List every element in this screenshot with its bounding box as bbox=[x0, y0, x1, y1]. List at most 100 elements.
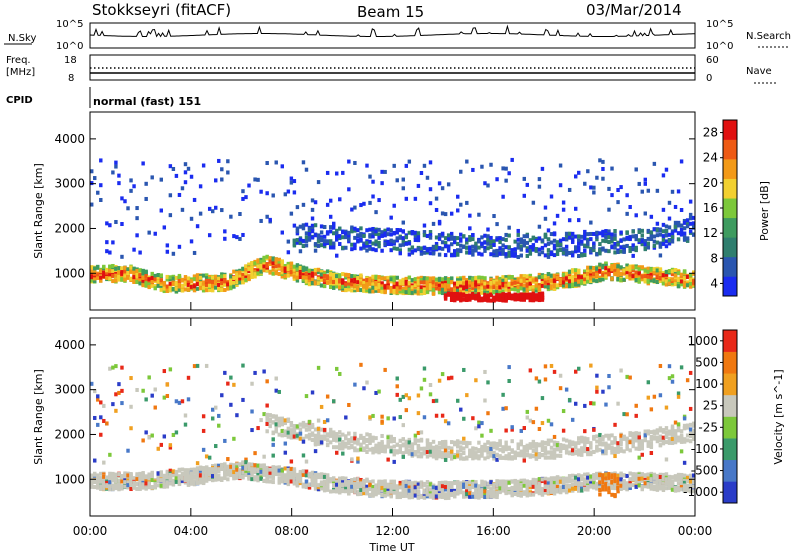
data-cell bbox=[646, 188, 651, 193]
data-cell bbox=[132, 484, 136, 489]
data-cell bbox=[96, 265, 100, 270]
data-cell bbox=[395, 376, 399, 381]
data-cell bbox=[404, 489, 409, 494]
data-cell bbox=[286, 264, 291, 269]
data-cell bbox=[425, 276, 430, 281]
data-cell bbox=[616, 264, 620, 269]
data-cell bbox=[586, 265, 590, 270]
data-cell bbox=[443, 236, 448, 241]
data-cell bbox=[368, 244, 372, 249]
data-cell bbox=[362, 280, 366, 285]
data-cell bbox=[673, 228, 678, 233]
data-cell bbox=[567, 284, 572, 289]
data-cell bbox=[377, 198, 381, 203]
data-cell bbox=[504, 287, 508, 292]
data-cell bbox=[286, 482, 291, 487]
data-cell bbox=[135, 387, 139, 392]
data-cell bbox=[328, 430, 333, 435]
data-cell bbox=[141, 477, 145, 482]
data-cell bbox=[117, 382, 121, 387]
data-cell bbox=[404, 449, 409, 454]
data-cell bbox=[474, 291, 478, 296]
data-cell bbox=[322, 474, 327, 479]
data-cell bbox=[564, 244, 569, 249]
data-cell bbox=[365, 444, 369, 449]
data-cell bbox=[583, 280, 587, 285]
data-cell bbox=[679, 228, 684, 233]
data-cell bbox=[220, 281, 224, 286]
data-cell bbox=[322, 278, 327, 283]
data-cell bbox=[117, 481, 121, 486]
data-cell bbox=[395, 487, 399, 492]
data-cell bbox=[595, 275, 599, 280]
data-cell bbox=[313, 472, 318, 477]
data-cell bbox=[495, 237, 499, 242]
data-cell bbox=[552, 243, 557, 248]
data-cell bbox=[374, 239, 378, 244]
data-cell bbox=[422, 277, 427, 282]
data-cell bbox=[574, 234, 578, 239]
data-cell bbox=[207, 274, 212, 279]
data-cell bbox=[404, 443, 409, 448]
data-cell bbox=[277, 468, 281, 473]
data-cell bbox=[313, 242, 318, 247]
data-cell bbox=[589, 246, 593, 251]
data-cell bbox=[359, 226, 363, 231]
data-cell bbox=[652, 239, 657, 244]
data-cell bbox=[292, 430, 297, 435]
data-cell bbox=[289, 466, 294, 471]
data-cell bbox=[344, 485, 348, 490]
data-cell bbox=[165, 287, 170, 292]
data-cell bbox=[583, 253, 587, 258]
data-cell bbox=[555, 213, 560, 218]
data-cell bbox=[93, 478, 97, 483]
data-cell bbox=[214, 444, 218, 449]
data-cell bbox=[398, 397, 402, 402]
data-cell bbox=[555, 276, 560, 281]
data-cell bbox=[459, 292, 463, 297]
data-cell bbox=[664, 279, 669, 284]
data-cell bbox=[99, 183, 103, 188]
data-cell bbox=[214, 281, 218, 286]
data-cell bbox=[468, 280, 472, 285]
data-cell bbox=[183, 282, 188, 287]
data-cell bbox=[271, 271, 275, 276]
data-cell bbox=[356, 492, 360, 497]
data-cell bbox=[607, 249, 611, 254]
data-cell bbox=[386, 489, 390, 494]
data-cell bbox=[483, 292, 487, 297]
data-cell bbox=[567, 276, 572, 281]
data-cell bbox=[410, 485, 415, 490]
data-cell bbox=[465, 278, 469, 283]
data-cell bbox=[192, 197, 197, 202]
data-cell bbox=[310, 483, 315, 488]
data-cell bbox=[416, 233, 421, 238]
data-cell bbox=[546, 272, 551, 277]
data-cell bbox=[395, 230, 399, 235]
data-cell bbox=[347, 402, 351, 407]
data-cell bbox=[138, 484, 142, 489]
data-cell bbox=[392, 246, 396, 251]
data-cell bbox=[646, 274, 651, 279]
data-cell bbox=[407, 287, 412, 292]
data-cell bbox=[371, 413, 375, 418]
data-cell bbox=[356, 489, 360, 494]
data-cell bbox=[335, 253, 339, 258]
data-cell bbox=[519, 286, 523, 291]
colorbar-tick-label: 12 bbox=[703, 226, 718, 240]
data-cell bbox=[344, 287, 348, 292]
data-cell bbox=[168, 275, 173, 280]
data-cell bbox=[307, 275, 312, 280]
data-cell bbox=[682, 280, 687, 285]
data-cell bbox=[256, 266, 260, 271]
data-cell bbox=[595, 279, 599, 284]
data-cell bbox=[223, 287, 227, 292]
data-cell bbox=[586, 275, 590, 280]
data-cell bbox=[177, 287, 182, 292]
data-cell bbox=[513, 287, 517, 292]
data-cell bbox=[117, 271, 121, 276]
data-cell bbox=[362, 439, 366, 444]
data-cell bbox=[204, 467, 209, 472]
data-cell bbox=[462, 281, 466, 286]
data-cell bbox=[652, 227, 657, 232]
